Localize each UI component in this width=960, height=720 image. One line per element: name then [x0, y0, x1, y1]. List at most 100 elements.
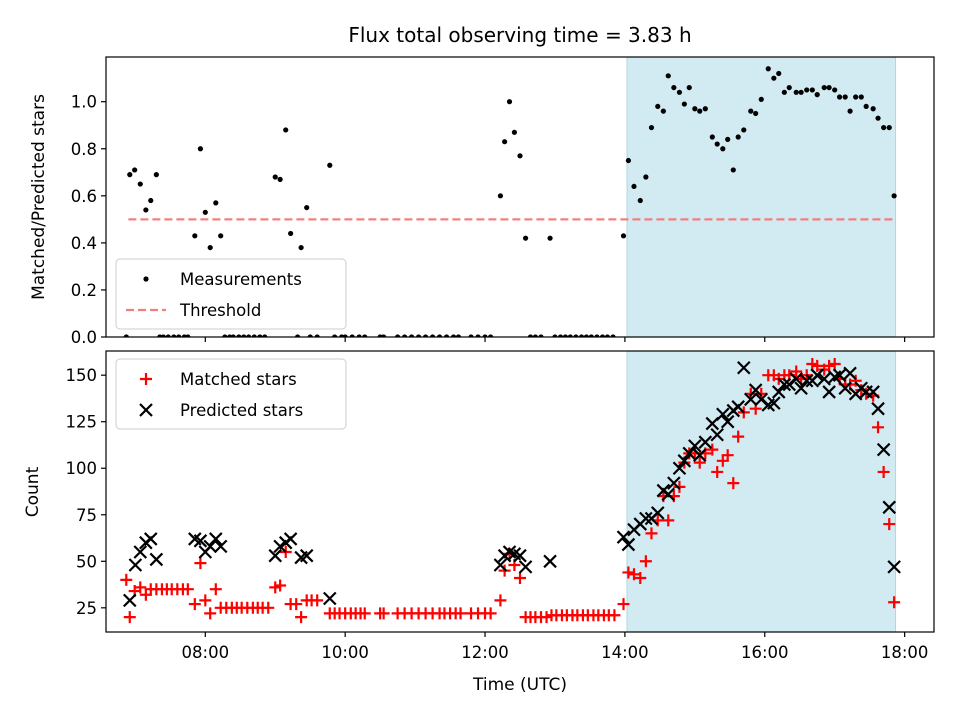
top-dot-point-0-15 — [197, 146, 204, 152]
bottom-xtick-label-4: 16:00 — [741, 643, 789, 662]
top-legend-label-1: Threshold — [179, 301, 261, 320]
bottom-plus-point-0-89 — [639, 555, 652, 568]
top-dot-point-0-127 — [863, 103, 869, 110]
top-dot-point-0-53 — [436, 334, 443, 337]
bottom-plus-point-0-12 — [181, 583, 194, 596]
top-ytick-label-1: 0.2 — [71, 281, 97, 300]
bottom-x-point-1-37 — [677, 454, 692, 468]
top-dot-point-0-129 — [875, 115, 881, 121]
top-dot-point-0-33 — [295, 334, 301, 337]
top-dot-point-0-46 — [381, 334, 387, 337]
top-dot-point-0-62 — [502, 139, 508, 145]
bottom-x-point-1-50 — [748, 383, 763, 397]
top-dot-point-0-64 — [511, 129, 518, 135]
top-dot-point-0-10 — [171, 334, 177, 337]
bottom-x-point-1-58 — [794, 381, 808, 395]
top-dot-point-0-55 — [450, 334, 457, 337]
bottom-x-point-1-43 — [710, 427, 724, 442]
top-dot-point-0-82 — [610, 334, 616, 337]
bottom-x-point-1-47 — [731, 400, 745, 414]
top-dot-point-0-44 — [362, 334, 368, 337]
top-dot-point-0-28 — [262, 334, 268, 337]
top-dot-point-0-61 — [497, 193, 504, 199]
top-dot-point-0-59 — [482, 334, 488, 337]
top-dot-point-0-32 — [288, 230, 294, 237]
bottom-x-point-1-30 — [639, 511, 653, 526]
bottom-x-point-1-71 — [866, 385, 880, 399]
bottom-ytick-label-2: 75 — [76, 506, 97, 525]
top-dot-point-0-2 — [132, 167, 138, 173]
bottom-legend-box — [115, 358, 347, 430]
bottom-ytick-label-4: 125 — [66, 413, 98, 432]
bottom-x-point-1-9 — [203, 539, 217, 554]
top-dot-point-0-14 — [192, 233, 198, 239]
bottom-x-point-1-66 — [838, 381, 852, 395]
top-dot-point-0-96 — [692, 106, 698, 112]
top-dot-point-0-26 — [251, 334, 257, 337]
bottom-plus-point-0-16 — [204, 607, 217, 620]
bottom-x-point-1-72 — [871, 401, 885, 416]
top-dot-point-0-119 — [821, 84, 827, 91]
bottom-axes-frame — [105, 350, 935, 633]
top-dot-point-0-83 — [620, 233, 627, 239]
bottom-ytick-label-0: 25 — [76, 599, 97, 618]
bottom-plus-point-0-0 — [120, 573, 133, 586]
bottom-y-axis-label: Count — [23, 466, 43, 517]
top-dot-point-0-99 — [709, 134, 715, 140]
top-dot-point-0-106 — [748, 108, 754, 114]
bottom-plus-point-0-101 — [706, 443, 719, 456]
top-dot-point-0-108 — [758, 96, 764, 102]
top-ytick-label-5: 1.0 — [71, 93, 97, 112]
x-axis-label: Time (UTC) — [472, 675, 567, 695]
top-dot-point-0-91 — [665, 73, 671, 79]
top-dot-point-0-109 — [765, 66, 771, 72]
top-dot-point-0-30 — [277, 176, 283, 182]
top-dot-point-0-47 — [395, 334, 401, 337]
bottom-x-point-1-7 — [193, 534, 208, 548]
top-dot-point-0-19 — [218, 233, 224, 239]
top-dot-point-0-120 — [826, 84, 832, 91]
bottom-plus-point-0-104 — [721, 449, 734, 462]
bottom-plus-point-0-61 — [484, 607, 497, 620]
top-dot-point-0-105 — [741, 127, 747, 133]
top-dot-point-0-4 — [143, 207, 149, 213]
bottom-data — [120, 358, 901, 624]
top-dot-point-0-13 — [185, 334, 191, 337]
bottom-xtick-label-0: 08:00 — [182, 643, 230, 662]
bottom-legend-swatch-0 — [140, 373, 152, 385]
top-dot-point-0-69 — [538, 334, 544, 337]
bottom-plus-point-0-62 — [494, 594, 507, 607]
top-dot-point-0-68 — [532, 334, 538, 337]
top-dot-point-0-37 — [314, 334, 320, 337]
top-highlight-span — [626, 56, 897, 338]
top-dot-point-0-76 — [578, 334, 585, 337]
top-dot-point-0-89 — [655, 103, 661, 110]
top-dot-point-0-86 — [637, 197, 643, 204]
top-dot-point-0-20 — [222, 334, 228, 337]
bottom-x-point-1-53 — [767, 396, 781, 410]
bottom-x-point-1-17 — [299, 548, 314, 563]
bottom-x-point-1-10 — [209, 532, 223, 546]
top-dot-point-0-66 — [522, 235, 529, 241]
top-dot-point-0-6 — [153, 172, 159, 178]
bottom-plus-point-0-27 — [262, 601, 275, 614]
top-dot-point-0-93 — [676, 89, 683, 95]
bottom-legend-label-1: Predicted stars — [180, 401, 303, 420]
bottom-plot-panel: 25 50 75 100 125 150 08:00 10:00 12:00 14:00 16:00… — [66, 350, 935, 662]
top-dot-point-0-107 — [753, 110, 759, 117]
bottom-plus-point-0-123 — [828, 358, 841, 371]
bottom-x-point-1-74 — [882, 500, 897, 515]
top-dot-point-0-73 — [562, 334, 569, 337]
top-dot-point-0-51 — [422, 334, 429, 337]
bottom-legend-swatch-1 — [139, 403, 153, 417]
bottom-plus-point-0-127 — [849, 374, 862, 387]
top-y-axis-label: Matched/Predicted stars — [29, 94, 49, 300]
bottom-x-point-1-5 — [149, 552, 164, 567]
top-dot-point-0-77 — [583, 334, 590, 337]
top-dot-point-0-94 — [681, 101, 687, 107]
bottom-x-point-1-39 — [688, 439, 702, 453]
bottom-x-point-1-19 — [493, 558, 508, 572]
bottom-x-point-1-0 — [122, 593, 137, 608]
bottom-plus-point-0-84 — [608, 609, 621, 622]
